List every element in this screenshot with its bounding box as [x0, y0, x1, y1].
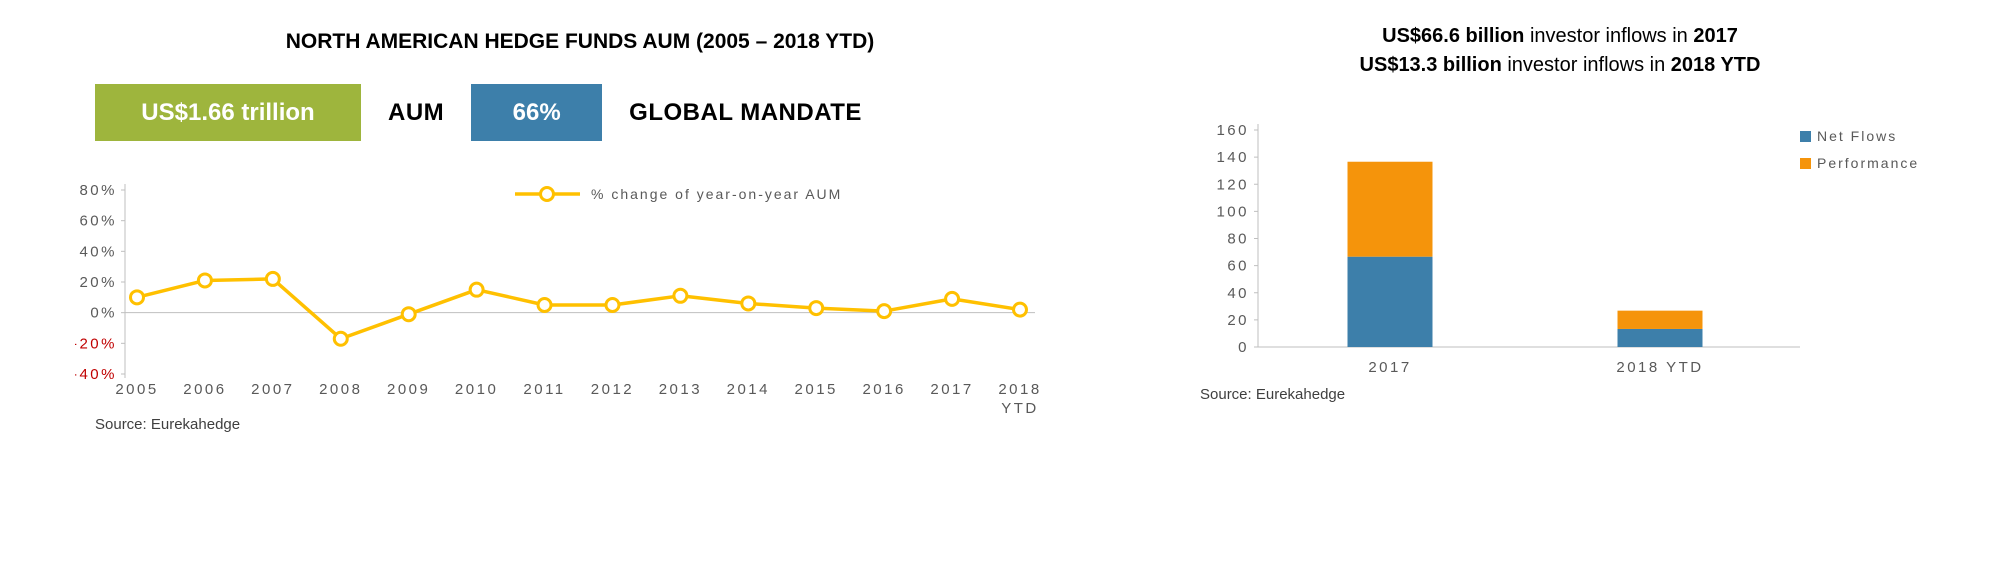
aum-line-chart: 80% 60% 40% 20% 0% -20% -40%2005 2006 2007 2008 20… — [75, 182, 1041, 417]
y-tick-label: 40 — [1227, 285, 1249, 302]
x-tick-label: 2017 — [930, 381, 973, 398]
bar-segment-net-flows — [1617, 328, 1703, 347]
y-tick-label: 60% — [79, 213, 117, 230]
data-point-marker — [536, 297, 553, 313]
x-tick-label: 2011 — [523, 381, 565, 398]
aum-change-line — [135, 277, 1022, 341]
data-point-marker — [672, 287, 689, 304]
y-tick-label: 80% — [79, 182, 117, 199]
legend-swatch-icon-net-flows — [1800, 131, 1811, 142]
x-tick-label: 2018 YTD — [998, 381, 1041, 417]
x-tick-label: 2014 — [727, 381, 770, 398]
data-point-marker — [332, 330, 349, 347]
y-tick-label: 140 — [1216, 149, 1249, 166]
x-tick-label: 2018 YTD — [1616, 359, 1703, 376]
x-tick-label: 2016 — [862, 381, 905, 398]
x-tick-label: 2006 — [183, 381, 226, 398]
headline-text-2018: investor inflows in — [1501, 54, 1671, 76]
legend-label: Net Flows — [1817, 128, 1897, 144]
inflows-bar-chart: 0 20 40 60 80 100 120 140 160 2017 2018 YTD Net Flo… — [1216, 122, 1919, 376]
headline-year-2018: 2018 YTD — [1670, 54, 1761, 76]
y-tick-label: 20% — [79, 274, 117, 291]
headline-line-1: US$66.6 billion investor inflows in 2017 — [1200, 22, 1920, 51]
y-tick-label: 80 — [1227, 231, 1249, 248]
data-point-marker — [1012, 301, 1028, 318]
source-note-right: Source: Eurekahedge — [1200, 386, 1346, 403]
headline-text-2017: investor inflows in — [1524, 25, 1694, 47]
x-tick-label: 2013 — [659, 381, 702, 398]
bar-segment-net-flows — [1347, 256, 1433, 347]
headline-year-2017: 2017 — [1693, 25, 1738, 47]
aum-label: AUM — [388, 98, 445, 126]
x-tick-label: 2009 — [387, 381, 430, 398]
y-tick-label: 40% — [79, 243, 117, 260]
y-tick-label: 100 — [1216, 203, 1249, 220]
y-tick-label: 20 — [1227, 312, 1249, 329]
legend-label: Performance — [1817, 155, 1919, 171]
y-tick-label: 120 — [1216, 176, 1249, 193]
left-chart-title: NORTH AMERICAN HEDGE FUNDS AUM (2005 – 2… — [285, 30, 875, 53]
x-tick-label: 2015 — [795, 381, 838, 398]
data-point-marker — [808, 300, 825, 317]
data-point-marker — [264, 270, 281, 287]
headline-value-2018: US$13.3 billion — [1359, 54, 1502, 76]
x-tick-label: 2010 — [455, 381, 498, 398]
y-tick-label: -40% — [75, 366, 117, 383]
right-headline: US$66.6 billion investor inflows in 2017… — [1200, 22, 1920, 80]
x-tick-label: 2012 — [591, 381, 634, 398]
x-tick-label: 2017 — [1368, 359, 1411, 376]
global-mandate-label: GLOBAL MANDATE — [629, 98, 862, 126]
global-mandate-value-badge: 66% — [471, 84, 603, 141]
data-point-marker — [944, 290, 961, 307]
data-point-marker — [604, 297, 621, 313]
legend-swatch-icon-performance — [1800, 158, 1811, 169]
data-point-marker — [196, 272, 213, 289]
y-tick-label: 60 — [1227, 258, 1249, 275]
data-point-marker — [129, 289, 145, 306]
aum-value-badge: US$1.66 trillion — [95, 84, 361, 141]
y-tick-label: 0 — [1238, 339, 1249, 356]
data-point-marker — [876, 303, 893, 320]
y-tick-label: -20% — [75, 335, 117, 352]
y-tick-label: 160 — [1216, 122, 1249, 139]
bar-segment-performance — [1347, 161, 1433, 257]
kpi-row: US$1.66 trillion AUM 66% GLOBAL MANDATE — [95, 84, 862, 141]
x-tick-label: 2005 — [115, 381, 158, 398]
headline-value-2017: US$66.6 billion — [1382, 25, 1525, 47]
data-point-marker — [400, 306, 417, 323]
y-tick-label: 0% — [90, 305, 117, 322]
legend-label: % change of year-on-year AUM — [591, 186, 842, 202]
x-tick-label: 2007 — [251, 381, 294, 398]
headline-line-2: US$13.3 billion investor inflows in 2018… — [1200, 51, 1920, 80]
x-tick-label: 2008 — [319, 381, 362, 398]
bar-segment-performance — [1617, 310, 1703, 329]
source-note-left: Source: Eurekahedge — [95, 416, 241, 433]
legend-marker-icon — [539, 186, 555, 202]
data-point-marker — [468, 281, 485, 298]
data-point-marker — [740, 295, 757, 312]
